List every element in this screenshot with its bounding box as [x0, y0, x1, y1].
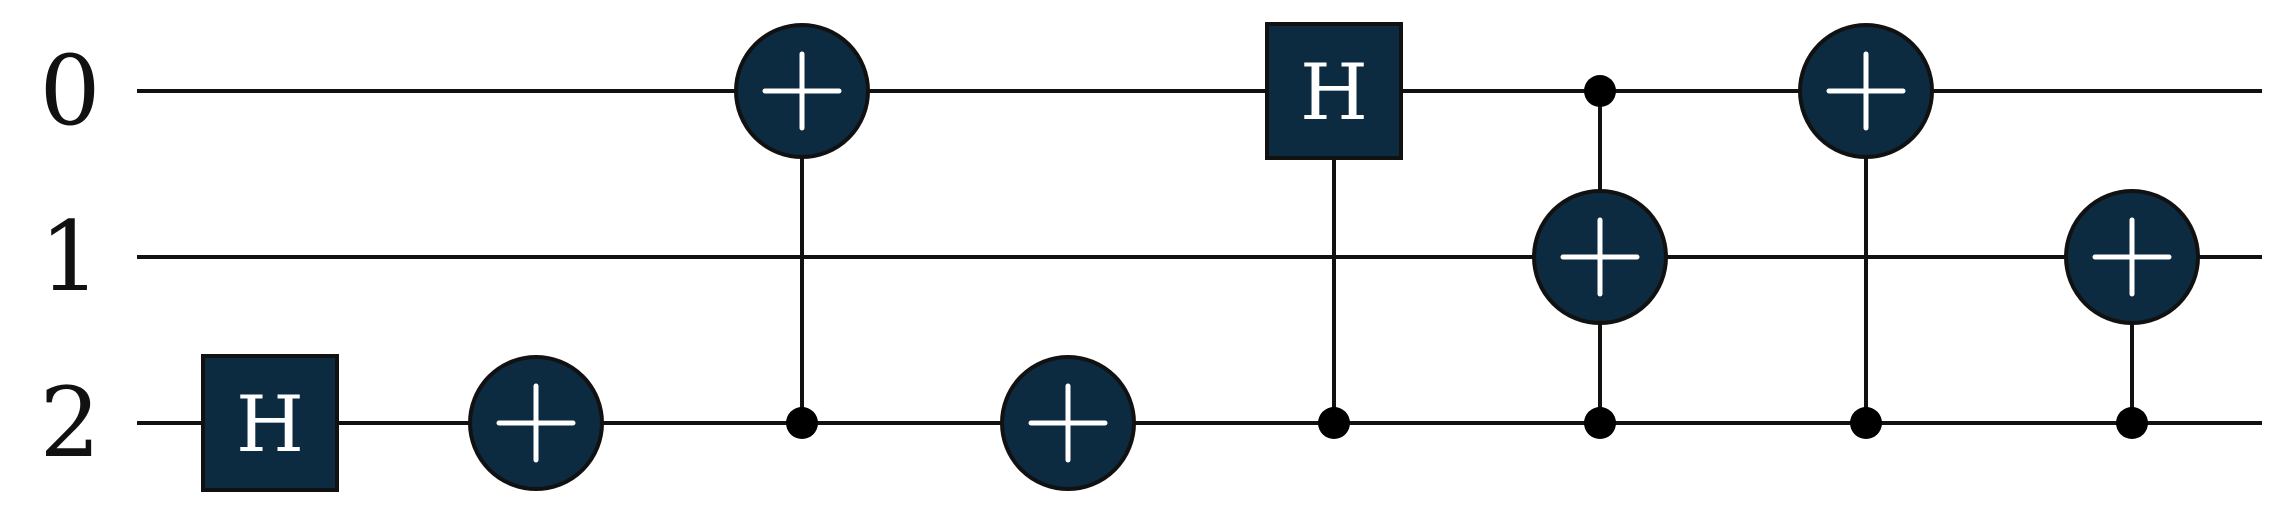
- gate-cnot-step-7: [2064, 189, 2200, 439]
- h-gate-label: H: [236, 380, 304, 470]
- h-gate-box: [1265, 22, 1403, 160]
- h-gate-box: [201, 354, 339, 492]
- qubit-label-1: 1: [39, 201, 100, 313]
- control-dot: [1850, 407, 1882, 439]
- qubit-wires: [137, 89, 2262, 425]
- control-dot: [1584, 75, 1616, 107]
- gate-ch-step-4: H: [1265, 22, 1403, 439]
- gate-x-step-3: [1000, 355, 1136, 491]
- gate-x-step-1: [468, 355, 604, 491]
- control-dot: [1318, 407, 1350, 439]
- control-dot: [1584, 407, 1616, 439]
- qubit-label-2: 2: [39, 367, 100, 479]
- gate-ccx-step-5: [1532, 75, 1668, 439]
- gate-h-step-0: H: [201, 354, 339, 492]
- qubit-labels: 0 1 2: [39, 35, 100, 479]
- gate-cnot-step-6: [1798, 23, 1934, 439]
- h-gate-label: H: [1300, 48, 1368, 138]
- control-dot: [786, 407, 818, 439]
- circuit-gates: HH: [201, 22, 2200, 492]
- control-dot: [2116, 407, 2148, 439]
- qubit-label-0: 0: [39, 35, 100, 147]
- gate-cnot-step-2: [734, 23, 870, 439]
